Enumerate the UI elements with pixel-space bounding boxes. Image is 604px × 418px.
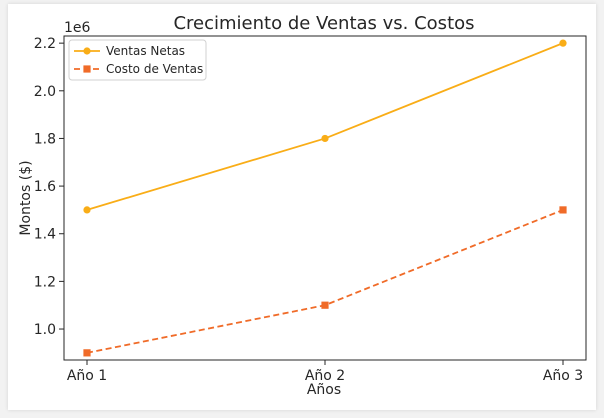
chart-title: Crecimiento de Ventas vs. Costos xyxy=(173,13,474,34)
plot-frame xyxy=(63,35,587,361)
y-tick-label: 1.0 xyxy=(34,322,56,338)
legend-marker xyxy=(83,65,91,73)
data-point xyxy=(559,206,567,214)
axis-ticks: 1.0 1.2 1.4 1.6 1.8 2.0 2.2 Año 1 Año 2 Año 3 xyxy=(34,36,583,384)
y-tick-label: 2.0 xyxy=(34,84,56,100)
series-costo-de-ventas xyxy=(83,206,567,357)
legend-marker xyxy=(83,47,91,55)
plot-area-border xyxy=(63,35,587,361)
data-point xyxy=(321,301,329,309)
y-tick-label: 2.2 xyxy=(34,36,56,52)
series-ventas-netas xyxy=(83,39,567,214)
x-tick-label: Año 1 xyxy=(67,368,107,384)
data-point xyxy=(321,134,329,143)
y-axis-offset-label: 1e6 xyxy=(64,20,91,36)
series-line xyxy=(86,209,564,354)
legend: Ventas Netas Costo de Ventas xyxy=(68,39,207,81)
legend-entry-label: Costo de Ventas xyxy=(106,62,203,76)
x-axis-label: Años xyxy=(307,382,341,398)
legend-box xyxy=(68,39,207,81)
x-tick-label: Año 2 xyxy=(305,368,345,384)
legend-entry-label: Ventas Netas xyxy=(106,44,185,58)
data-point xyxy=(83,206,91,214)
data-point xyxy=(83,349,91,357)
y-axis-label: Montos ($) xyxy=(18,160,34,235)
data-point xyxy=(559,39,567,47)
y-tick-label: 1.6 xyxy=(34,179,56,195)
series-layer xyxy=(83,39,567,357)
y-tick-label: 1.8 xyxy=(34,131,56,147)
x-tick-label: Año 3 xyxy=(543,368,583,384)
y-tick-label: 1.4 xyxy=(34,227,56,243)
y-tick-label: 1.2 xyxy=(34,274,56,290)
